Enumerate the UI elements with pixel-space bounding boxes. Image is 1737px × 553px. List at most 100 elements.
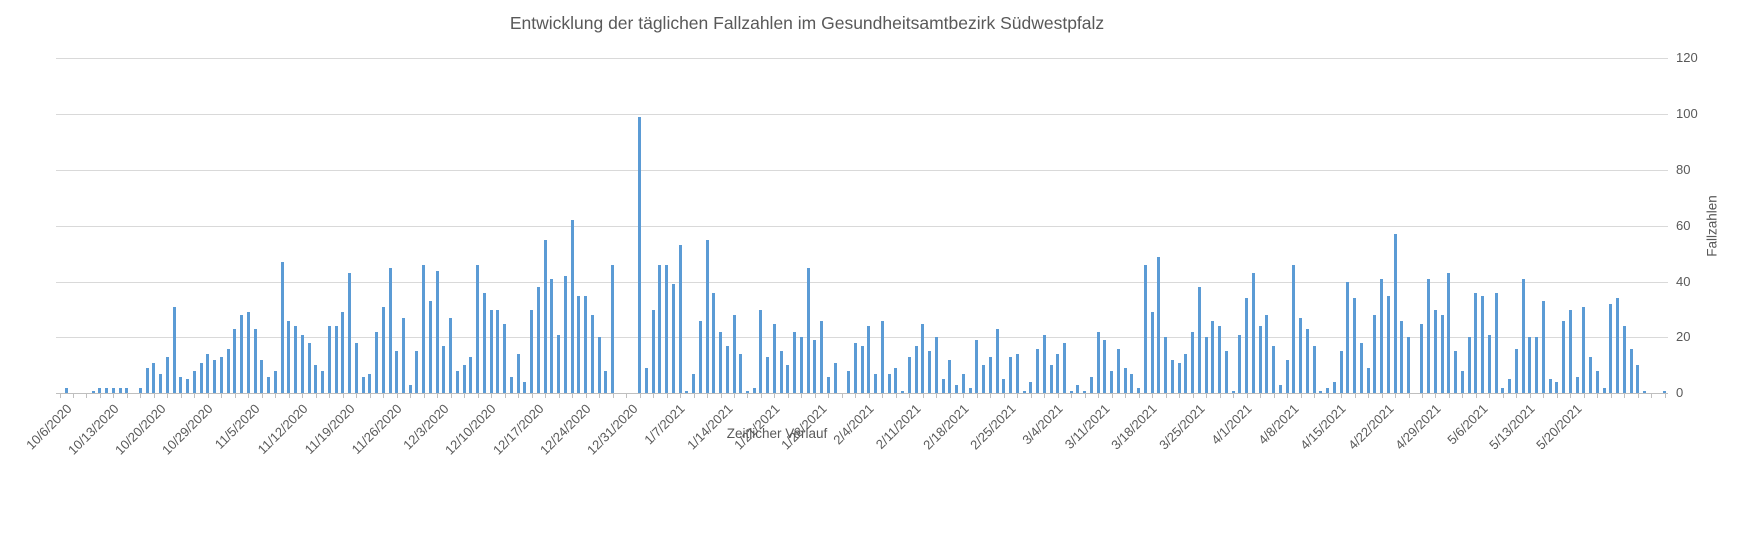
bar [449,317,453,394]
x-tick [1597,394,1599,398]
bar [1447,273,1451,394]
x-tick [680,394,682,398]
bar [1427,278,1431,394]
bar [995,329,999,394]
bar [530,309,534,394]
x-tick [612,394,614,398]
bar [1116,348,1120,394]
bar [1272,345,1276,394]
bar [1332,382,1336,394]
bar [509,376,513,394]
bar [1629,348,1633,394]
bar [928,351,932,394]
bar [192,370,196,394]
bar [1285,359,1289,394]
bar [914,345,918,394]
bar [880,320,884,394]
bar [698,320,702,394]
x-tick [288,394,290,398]
x-tick [261,394,263,398]
bar [577,295,581,394]
bar [948,359,952,394]
bar [745,390,749,394]
y-tick-label: 0 [1676,385,1684,401]
bar [1400,320,1404,394]
bar [341,312,345,394]
bar [685,390,689,394]
bar [1420,323,1424,394]
bar [1218,326,1222,394]
bar [1143,264,1147,394]
bar [462,365,466,394]
x-tick [1421,394,1423,398]
bar [799,337,803,394]
y-tick-label: 80 [1676,162,1691,178]
bar [961,373,965,394]
bar [1487,334,1491,394]
bar [1494,292,1498,394]
bar [199,362,203,394]
x-tick [437,394,439,398]
bar [766,357,770,394]
x-tick [1395,394,1396,398]
bar [233,329,237,394]
bar [955,384,959,394]
chart-title: Entwicklung der täglichen Fallzahlen im … [509,13,1105,33]
bar [1339,351,1343,394]
bar [348,273,352,394]
x-tick [1165,394,1167,398]
bar [901,390,905,394]
bar [368,373,372,394]
bar [1373,315,1377,394]
bar [982,365,986,394]
bar [941,379,945,394]
x-tick [113,394,115,398]
bar [1110,370,1114,394]
bar [401,317,405,394]
x-tick [1435,394,1437,398]
bar [705,239,709,394]
bar [1386,295,1390,394]
bar [1177,362,1181,394]
bar [712,292,716,394]
bar [1049,365,1053,394]
bar [1015,354,1019,394]
bar [1009,357,1013,394]
bar [1083,390,1087,394]
bar [1164,337,1168,394]
bar [354,343,358,394]
bar [1609,303,1613,394]
bar [1292,264,1296,394]
bar [1103,340,1107,394]
bar [415,351,419,394]
x-tick [693,394,695,398]
bar [772,323,776,394]
bar [1555,382,1559,394]
bar [1096,331,1100,394]
bar [1407,337,1410,394]
bar [1474,292,1478,394]
x-tick [1138,394,1140,398]
x-tick [882,394,884,398]
bar [1514,348,1518,394]
bar [267,376,271,394]
x-tick [1475,394,1477,398]
bar [988,357,992,394]
bar [1197,287,1201,394]
bar [1454,351,1458,394]
bar [1548,379,1552,394]
bar [975,340,979,394]
x-tick [383,394,385,398]
bar [253,329,257,394]
x-tick [976,394,978,398]
bar [1042,334,1046,394]
bar [1137,387,1141,394]
bar [1150,312,1154,394]
bar [1278,384,1282,394]
gridline-120 [56,58,1668,60]
bar [435,270,439,394]
x-tick [639,394,641,398]
x-tick [1206,394,1208,398]
bar [1602,387,1606,394]
bar [678,245,682,394]
